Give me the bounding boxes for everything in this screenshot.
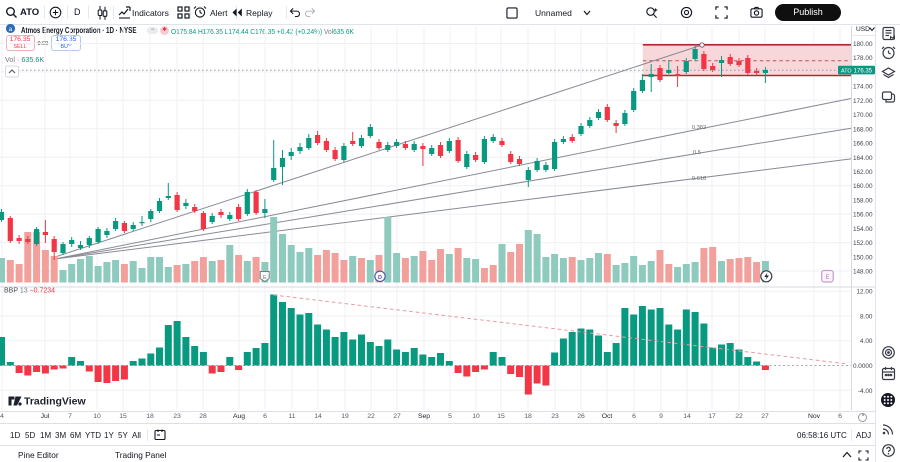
- svg-text:168.00: 168.00: [853, 126, 873, 133]
- svg-text:170.00: 170.00: [853, 112, 873, 119]
- svg-text:TradingView: TradingView: [24, 396, 86, 408]
- svg-text:152.00: 152.00: [853, 240, 873, 247]
- svg-text:178.00: 178.00: [853, 55, 873, 62]
- svg-text:D: D: [378, 275, 382, 281]
- svg-text:176.35: 176.35: [854, 68, 873, 74]
- svg-text:8.00: 8.00: [860, 314, 873, 321]
- svg-text:E: E: [263, 275, 267, 281]
- svg-text:ATO: ATO: [841, 68, 852, 74]
- svg-text:154.00: 154.00: [853, 226, 873, 233]
- svg-text:-4.00: -4.00: [858, 388, 873, 395]
- svg-text:158.00: 158.00: [853, 197, 873, 204]
- svg-text:160.00: 160.00: [853, 183, 873, 190]
- svg-text:BBP 13 −0.7234: BBP 13 −0.7234: [4, 288, 55, 295]
- svg-text:174.00: 174.00: [853, 84, 873, 91]
- svg-text:0.618: 0.618: [692, 176, 707, 182]
- svg-text:a: a: [9, 26, 13, 33]
- svg-text:172.00: 172.00: [853, 98, 873, 105]
- svg-text:166.00: 166.00: [853, 141, 873, 148]
- svg-text:162.00: 162.00: [853, 169, 873, 176]
- svg-text:12.00: 12.00: [857, 289, 873, 296]
- svg-text:164.00: 164.00: [853, 155, 873, 162]
- svg-text:180.00: 180.00: [853, 41, 873, 48]
- svg-text:USD: USD: [856, 26, 870, 33]
- svg-text:E: E: [825, 275, 829, 281]
- svg-text:150.00: 150.00: [853, 254, 873, 261]
- svg-text:0.382: 0.382: [692, 125, 707, 131]
- svg-text:156.00: 156.00: [853, 212, 873, 219]
- svg-text:0.5: 0.5: [693, 150, 701, 156]
- svg-text:4.00: 4.00: [860, 338, 873, 345]
- svg-text:148.00: 148.00: [853, 269, 873, 276]
- svg-text:0.0000: 0.0000: [853, 363, 873, 370]
